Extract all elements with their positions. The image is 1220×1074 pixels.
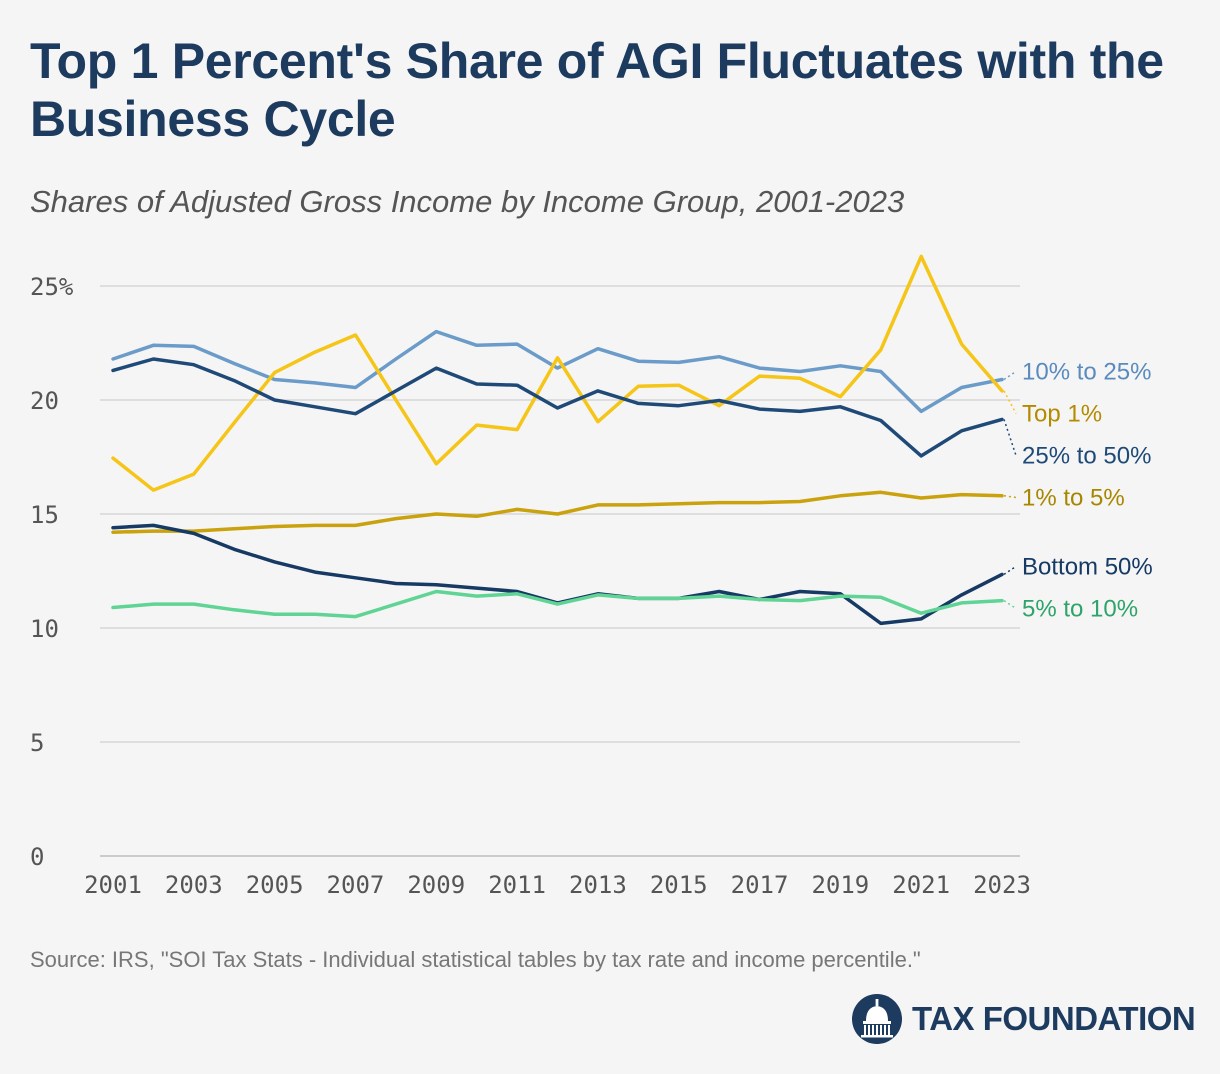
x-tick-label: 2007 bbox=[327, 871, 385, 899]
label-leader bbox=[1003, 419, 1017, 456]
capitol-dome-icon bbox=[852, 994, 902, 1044]
x-tick-label: 2023 bbox=[973, 871, 1031, 899]
y-axis-ticks: 0 5 10 15 20 25% bbox=[30, 273, 74, 871]
series-line bbox=[111, 254, 1004, 492]
x-tick-label: 2009 bbox=[407, 871, 465, 899]
x-tick-label: 2011 bbox=[488, 871, 546, 899]
x-tick-label: 2015 bbox=[650, 871, 708, 899]
y-tick-label: 15 bbox=[30, 501, 59, 529]
series-lines bbox=[111, 254, 1004, 626]
series-line bbox=[111, 589, 1004, 619]
y-tick-label: 5 bbox=[30, 729, 44, 757]
x-axis-ticks: 2001 2003 2005 2007 2009 2011 2013 2015 2017 2019… bbox=[84, 871, 1031, 899]
y-tick-label: 20 bbox=[30, 387, 59, 415]
chart-subtitle: Shares of Adjusted Gross Income by Incom… bbox=[30, 184, 905, 219]
series-line bbox=[111, 329, 1004, 414]
chart-title: Top 1 Percent's Share of AGI Fluctuates … bbox=[30, 33, 1164, 147]
series-label: 5% to 10% bbox=[1022, 595, 1138, 622]
x-tick-label: 2017 bbox=[731, 871, 789, 899]
line-chart: 0 5 10 15 20 25% 2001 2003 2005 2007 2009 2011 2013… bbox=[30, 254, 1153, 899]
x-tick-label: 2005 bbox=[246, 871, 304, 899]
label-leader bbox=[1003, 390, 1017, 414]
series-label: 25% to 50% bbox=[1022, 442, 1151, 469]
y-tick-label: 0 bbox=[30, 843, 44, 871]
x-tick-label: 2021 bbox=[892, 871, 950, 899]
x-tick-label: 2013 bbox=[569, 871, 627, 899]
series-label: Top 1% bbox=[1022, 400, 1102, 427]
source-note: Source: IRS, "SOI Tax Stats - Individual… bbox=[30, 947, 921, 972]
label-leader bbox=[1003, 600, 1017, 610]
x-tick-label: 2001 bbox=[84, 871, 142, 899]
series-label: Bottom 50% bbox=[1022, 553, 1153, 580]
series-line bbox=[111, 490, 1004, 534]
tax-foundation-logo[interactable]: TAX FOUNDATION bbox=[852, 994, 1196, 1044]
y-tick-label: 25% bbox=[30, 273, 74, 301]
series-line bbox=[111, 523, 1004, 626]
series-label: 10% to 25% bbox=[1022, 358, 1151, 385]
x-tick-label: 2003 bbox=[165, 871, 223, 899]
series-label: 1% to 5% bbox=[1022, 484, 1125, 511]
x-tick-label: 2019 bbox=[811, 871, 869, 899]
y-tick-label: 10 bbox=[30, 615, 59, 643]
label-leader bbox=[1003, 565, 1017, 576]
label-leader bbox=[1003, 370, 1017, 381]
label-leader bbox=[1003, 495, 1017, 499]
series-labels: 10% to 25% Top 1% 25% to 50% 1% to 5% Bottom… bbox=[1003, 358, 1153, 622]
logo-text: TAX FOUNDATION bbox=[912, 1000, 1196, 1037]
series-line bbox=[111, 357, 1004, 458]
